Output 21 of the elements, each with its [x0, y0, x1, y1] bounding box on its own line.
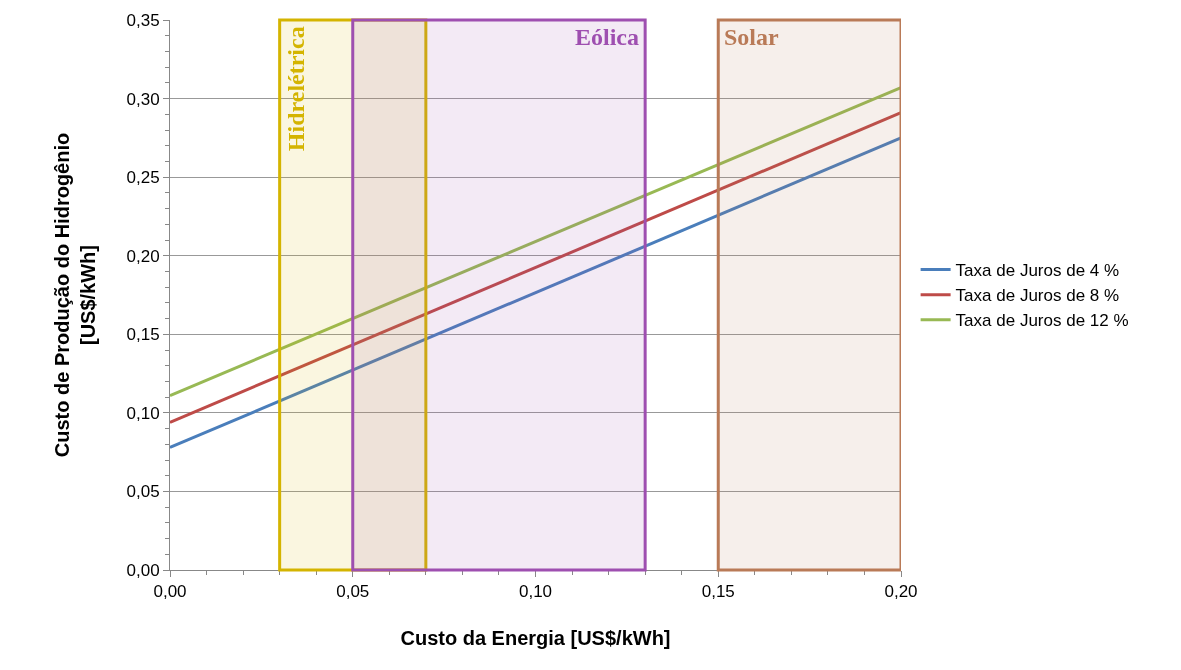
- legend-label: Taxa de Juros de 8 %: [955, 286, 1120, 306]
- legend-label: Taxa de Juros de 4 %: [955, 261, 1120, 281]
- x-tick-label: 0,10: [518, 582, 553, 602]
- y-tick-label: 0,00: [126, 560, 160, 580]
- legend-label: Taxa de Juros de 12 %: [955, 311, 1129, 331]
- band-label: Eólica: [575, 24, 639, 50]
- y-axis-title: Custo de Produção do Hidrogênio [US$/kWh]: [51, 132, 100, 458]
- x-tick-label: 0,20: [884, 582, 918, 602]
- x-tick-label: 0,00: [153, 582, 187, 602]
- y-tick-label: 0,30: [126, 89, 160, 109]
- y-tick-label: 0,15: [126, 325, 160, 345]
- band-label: Hidrelétrica: [283, 26, 310, 152]
- x-tick-label: 0,05: [336, 582, 370, 602]
- y-tick-label: 0,35: [126, 10, 160, 30]
- band-label: Solar: [724, 24, 780, 50]
- x-axis-title: Custo da Energia [US$/kWh]: [400, 626, 671, 649]
- x-tick-label: 0,15: [701, 582, 735, 602]
- y-tick-label: 0,20: [126, 246, 160, 266]
- y-tick-label: 0,25: [126, 168, 160, 188]
- y-tick-label: 0,05: [126, 482, 160, 502]
- y-tick-label: 0,10: [126, 403, 160, 423]
